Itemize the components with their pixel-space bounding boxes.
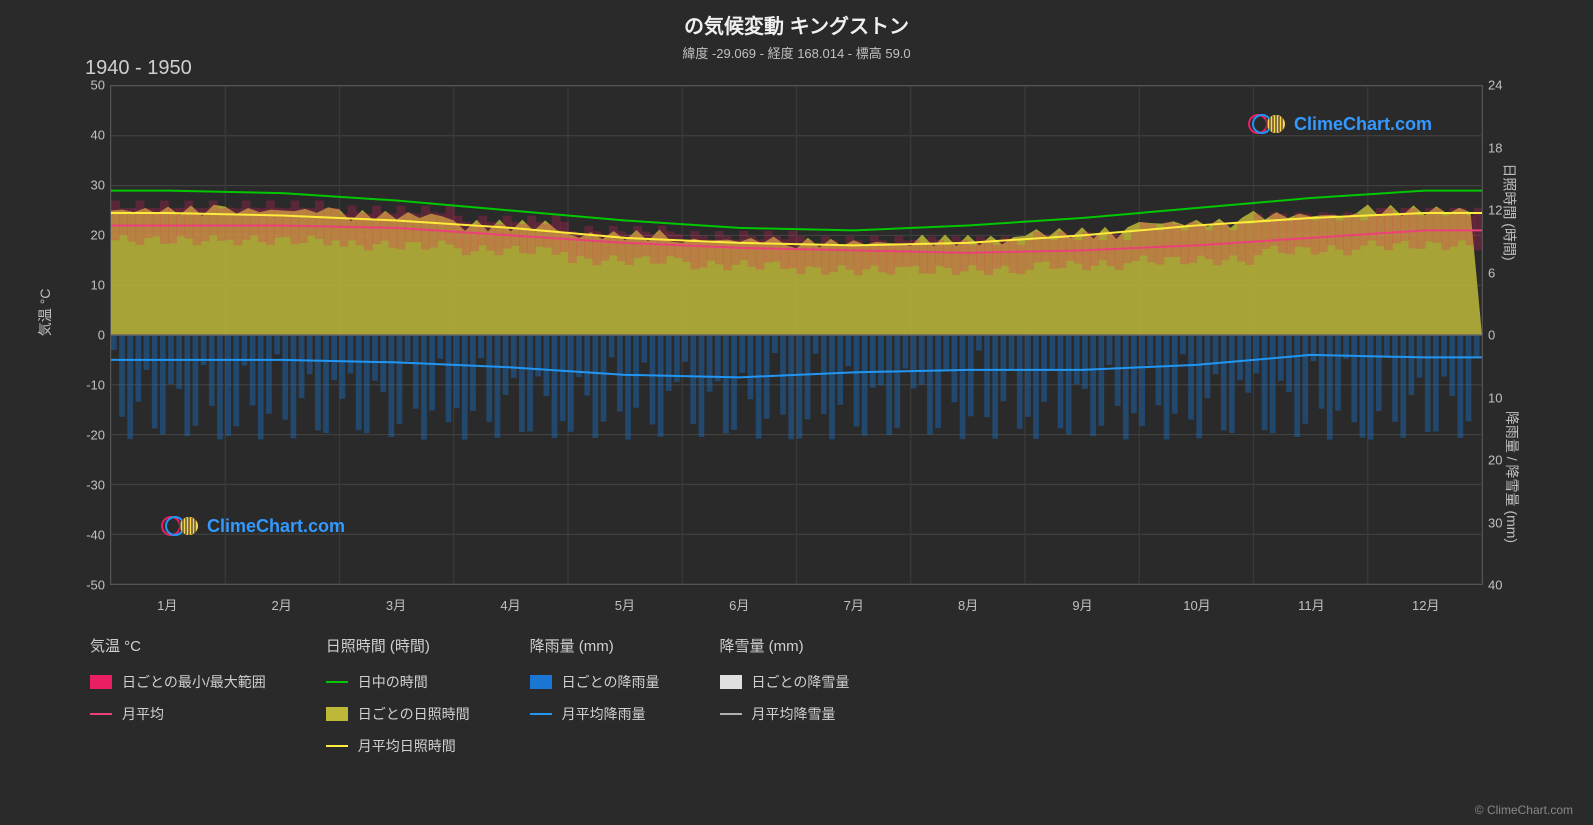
climechart-logo-icon	[161, 513, 201, 539]
legend-label: 月平均降雪量	[752, 704, 836, 724]
plot-area: ClimeChart.com ClimeChart.com	[110, 85, 1483, 585]
y-left-tick: 50	[91, 78, 105, 93]
legend: 気温 °C 日ごとの最小/最大範囲月平均 日照時間 (時間) 日中の時間日ごとの日照時…	[90, 635, 1503, 756]
legend-item: 月平均降雪量	[720, 704, 850, 724]
legend-column: 日照時間 (時間) 日中の時間日ごとの日照時間月平均日照時間	[326, 635, 470, 756]
legend-column: 降雪量 (mm) 日ごとの降雪量月平均降雪量	[720, 635, 850, 756]
chart-title: の気候変動 キングストン	[30, 10, 1563, 39]
legend-swatch	[326, 681, 348, 683]
legend-header: 降雨量 (mm)	[530, 635, 660, 656]
legend-swatch	[530, 713, 552, 715]
legend-label: 日中の時間	[358, 672, 428, 692]
watermark-text: ClimeChart.com	[1294, 114, 1432, 135]
legend-swatch	[720, 713, 742, 715]
y-left-tick: -30	[86, 478, 105, 493]
legend-item: 日ごとの降雨量	[530, 672, 660, 692]
x-ticks: 1月 2月 3月 4月 5月 6月 7月 8月 9月 10月 11月 12月	[110, 590, 1483, 615]
y-right-tick: 18	[1488, 140, 1502, 155]
y-left-tick: -40	[86, 528, 105, 543]
legend-item: 月平均	[90, 704, 266, 724]
legend-label: 日ごとの降雪量	[752, 672, 850, 692]
y-right-tick: 0	[1488, 328, 1495, 343]
legend-header: 降雪量 (mm)	[720, 635, 850, 656]
y-right-tick: 20	[1488, 453, 1502, 468]
x-tick: 11月	[1298, 595, 1325, 614]
x-tick: 5月	[615, 595, 635, 614]
legend-label: 日ごとの最小/最大範囲	[122, 672, 266, 692]
legend-swatch	[326, 745, 348, 747]
y-right-ticks: 2418126010203040	[1488, 85, 1523, 585]
legend-swatch	[326, 707, 348, 721]
x-tick: 8月	[958, 595, 978, 614]
y-right-tick: 24	[1488, 78, 1502, 93]
legend-item: 日ごとの降雪量	[720, 672, 850, 692]
plot-svg	[111, 86, 1482, 584]
chart-container: の気候変動 キングストン 緯度 -29.069 - 経度 168.014 - 標…	[0, 0, 1593, 766]
y-left-tick: -50	[86, 578, 105, 593]
y-right-tick: 10	[1488, 390, 1502, 405]
x-tick: 6月	[729, 595, 749, 614]
watermark-text: ClimeChart.com	[207, 516, 345, 537]
y-left-axis-label: 気温 °C	[35, 289, 55, 337]
credit: © ClimeChart.com	[1475, 803, 1573, 817]
legend-column: 気温 °C 日ごとの最小/最大範囲月平均	[90, 635, 266, 756]
legend-label: 日ごとの日照時間	[358, 704, 470, 724]
x-tick: 9月	[1072, 595, 1092, 614]
chart-area: 気温 °C 日照時間 (時間) 降雨量 / 降雪量 (mm) 504030201…	[80, 85, 1513, 615]
legend-header: 日照時間 (時間)	[326, 635, 470, 656]
x-tick: 4月	[500, 595, 520, 614]
y-left-tick: 10	[91, 278, 105, 293]
x-tick: 12月	[1412, 595, 1439, 614]
x-tick: 1月	[157, 595, 177, 614]
legend-label: 月平均	[122, 704, 164, 724]
x-tick: 2月	[272, 595, 292, 614]
y-left-tick: -20	[86, 428, 105, 443]
legend-swatch	[90, 713, 112, 715]
y-right-tick: 12	[1488, 203, 1502, 218]
y-left-tick: -10	[86, 378, 105, 393]
watermark-top: ClimeChart.com	[1248, 111, 1432, 137]
y-right-tick: 40	[1488, 578, 1502, 593]
watermark-bottom: ClimeChart.com	[161, 513, 345, 539]
legend-item: 月平均降雨量	[530, 704, 660, 724]
legend-column: 降雨量 (mm) 日ごとの降雨量月平均降雨量	[530, 635, 660, 756]
legend-item: 日ごとの日照時間	[326, 704, 470, 724]
legend-swatch	[90, 675, 112, 689]
legend-swatch	[720, 675, 742, 689]
y-left-tick: 30	[91, 178, 105, 193]
y-left-tick: 0	[98, 328, 105, 343]
legend-swatch	[530, 675, 552, 689]
y-left-tick: 40	[91, 128, 105, 143]
climechart-logo-icon	[1248, 111, 1288, 137]
legend-label: 月平均降雨量	[562, 704, 646, 724]
y-left-ticks: 50403020100-10-20-30-40-50	[70, 85, 105, 585]
legend-item: 日ごとの最小/最大範囲	[90, 672, 266, 692]
legend-label: 日ごとの降雨量	[562, 672, 660, 692]
legend-header: 気温 °C	[90, 635, 266, 656]
legend-item: 月平均日照時間	[326, 736, 470, 756]
y-left-tick: 20	[91, 228, 105, 243]
legend-item: 日中の時間	[326, 672, 470, 692]
y-right-tick: 30	[1488, 515, 1502, 530]
legend-label: 月平均日照時間	[358, 736, 456, 756]
x-tick: 10月	[1183, 595, 1210, 614]
y-right-tick: 6	[1488, 265, 1495, 280]
x-tick: 7月	[844, 595, 864, 614]
x-tick: 3月	[386, 595, 406, 614]
